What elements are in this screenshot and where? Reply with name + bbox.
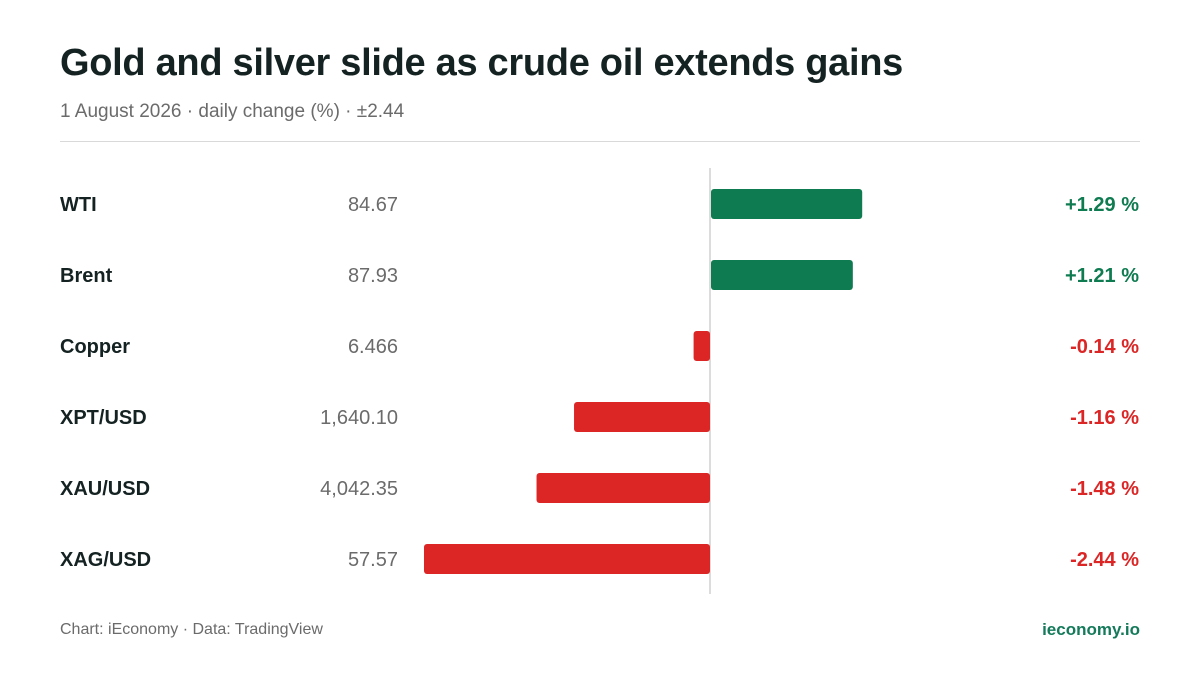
price-label: 57.57 <box>348 549 398 571</box>
price-label: 4,042.35 <box>320 478 398 500</box>
price-label: 87.93 <box>348 265 398 287</box>
bar <box>424 544 710 574</box>
header-divider <box>60 141 1140 142</box>
bar <box>536 473 710 503</box>
category-label: Copper <box>60 336 130 358</box>
value-label: -1.16 % <box>1070 407 1139 429</box>
value-label: +1.21 % <box>1065 265 1139 287</box>
value-label: -0.14 % <box>1070 336 1139 358</box>
chart-title: Gold and silver slide as crude oil exten… <box>60 42 903 84</box>
category-label: XAG/USD <box>60 549 151 571</box>
brand-link[interactable]: ieconomy.io <box>1042 620 1140 639</box>
price-label: 6.466 <box>348 336 398 358</box>
category-label: XPT/USD <box>60 407 147 429</box>
category-label: WTI <box>60 194 97 216</box>
source-credit: Chart: iEconomy · Data: TradingView <box>60 621 323 638</box>
bar <box>711 189 863 219</box>
category-label: XAU/USD <box>60 478 150 500</box>
category-label: Brent <box>60 265 113 287</box>
bar <box>693 331 710 361</box>
bar <box>574 402 710 432</box>
bar <box>711 260 853 290</box>
value-label: +1.29 % <box>1065 194 1139 216</box>
price-label: 84.67 <box>348 194 398 216</box>
value-label: -1.48 % <box>1070 478 1139 500</box>
price-label: 1,640.10 <box>320 407 398 429</box>
value-label: -2.44 % <box>1070 549 1139 571</box>
chart-subtitle: 1 August 2026 · daily change (%) · ±2.44 <box>60 101 405 122</box>
